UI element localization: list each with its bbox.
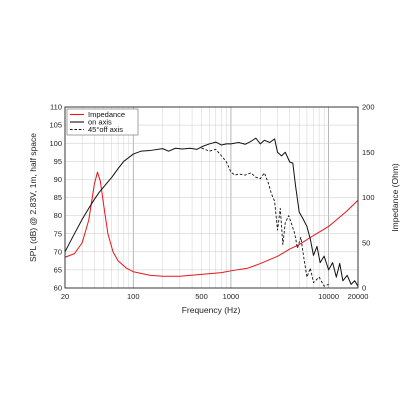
y2-tick-label: 200	[362, 103, 375, 112]
y-tick-label: 100	[49, 139, 62, 148]
tick-labels: 60 65 70 75 80 85 90 95 100 105 110 0 50 100 150 200 20 1…	[49, 103, 374, 301]
x-axis-label: Frequency (Hz)	[182, 305, 241, 315]
y-tick-label: 85	[54, 193, 62, 202]
x-tick-label: 10000	[318, 292, 339, 301]
y-axis-label: SPL (dB) @ 2.83V, 1m, half space	[28, 133, 38, 262]
y-tick-label: 70	[54, 247, 62, 256]
x-tick-label: 1000	[223, 292, 240, 301]
legend-label-off-axis: 45°off axis	[88, 125, 123, 134]
x-tick-label: 20000	[348, 292, 369, 301]
plot-frame	[64, 106, 359, 289]
y-tick-label: 90	[54, 175, 62, 184]
y2-tick-label: 100	[362, 193, 375, 202]
x-tick-label: 100	[127, 292, 140, 301]
series-line-impedance	[64, 171, 359, 277]
y-tick-label: 75	[54, 229, 62, 238]
y2-tick-label: 50	[362, 238, 370, 247]
y-tick-label: 105	[49, 121, 62, 130]
y2-tick-label: 150	[362, 148, 375, 157]
y-tick-label: 80	[54, 211, 62, 220]
y-tick-label: 95	[54, 157, 62, 166]
plot-series	[64, 137, 359, 287]
legend-label-impedance: Impedance	[88, 110, 125, 119]
y-tick-label: 65	[54, 266, 62, 275]
legend: Impedance on axis 45°off axis	[66, 108, 139, 136]
series-line-on-axis	[64, 137, 359, 287]
y-tick-label: 60	[54, 284, 62, 293]
x-tick-label: 500	[195, 292, 208, 301]
x-tick-label: 20	[61, 292, 69, 301]
y2-tick-label: 0	[362, 284, 366, 293]
legend-label-on-axis: on axis	[88, 118, 112, 127]
y-tick-label: 110	[50, 103, 62, 112]
y2-axis-label: Impedance (Ohm)	[390, 163, 400, 232]
